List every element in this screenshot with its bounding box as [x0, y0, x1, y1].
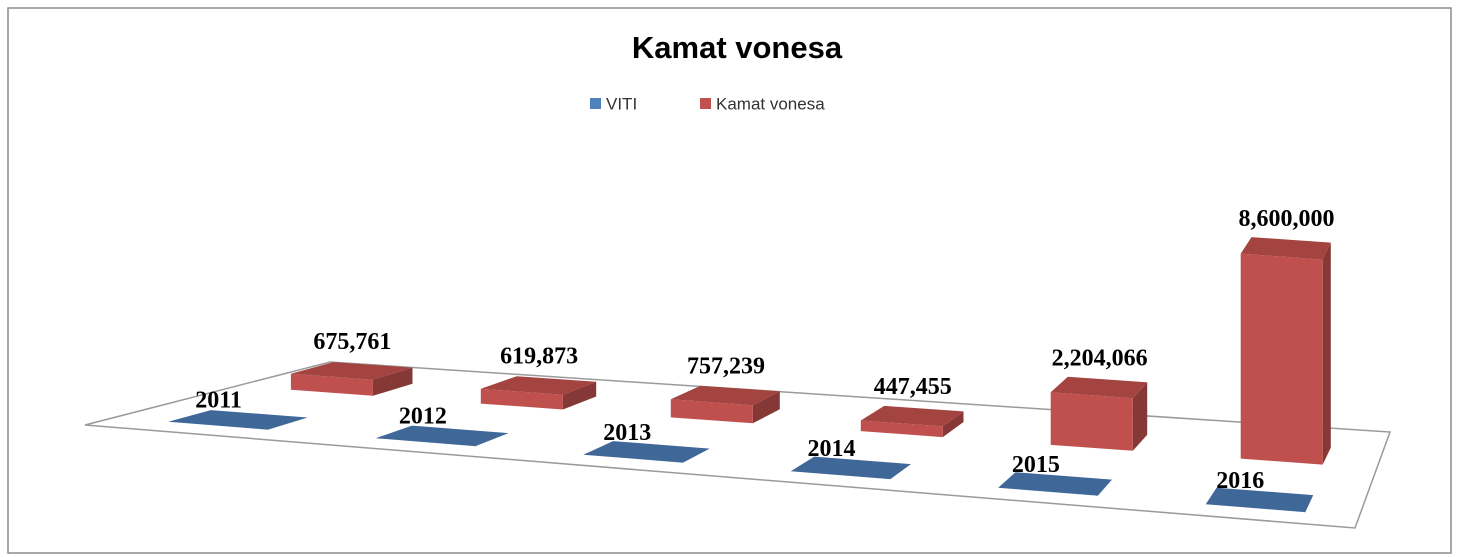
data-label: 2012: [399, 404, 447, 430]
data-label: 675,761: [313, 329, 391, 355]
bar-front: [860, 420, 943, 438]
bar-top: [998, 472, 1112, 496]
data-label: 2015: [1012, 452, 1060, 478]
legend-swatch: [590, 98, 601, 109]
bar-side: [267, 417, 308, 430]
bar-top: [860, 405, 964, 427]
bar: [290, 362, 413, 396]
bar: [1050, 376, 1148, 451]
bar-side: [752, 391, 780, 424]
bar-top: [1240, 237, 1331, 260]
bar-side: [372, 367, 413, 396]
bar: [1205, 487, 1314, 513]
bar-front: [1240, 253, 1323, 465]
data-label: 2,204,066: [1052, 345, 1148, 371]
bar-top: [290, 362, 413, 380]
bar-top: [480, 376, 597, 395]
bar-front: [583, 454, 683, 463]
bar-front: [790, 471, 891, 480]
bar-side: [682, 448, 710, 463]
data-label: 2013: [603, 420, 651, 446]
bar-top: [1205, 487, 1314, 513]
bar-side: [562, 381, 597, 410]
bar-side: [1132, 382, 1148, 451]
legend-label: VITI: [606, 94, 637, 113]
bar-front: [480, 388, 563, 410]
data-label: 2011: [195, 388, 242, 414]
bar: [998, 472, 1112, 496]
bar: [375, 425, 509, 447]
bar-front: [998, 487, 1098, 496]
data-label: 447,455: [874, 374, 952, 400]
data-label: 2016: [1216, 468, 1264, 494]
bar-top: [790, 456, 911, 480]
bar: [583, 441, 710, 463]
data-label: 619,873: [500, 343, 578, 369]
bar-front: [1205, 504, 1306, 513]
bar-top: [1050, 376, 1148, 399]
data-label: 8,600,000: [1238, 206, 1334, 232]
bar-top: [375, 425, 509, 447]
bar-side: [475, 433, 509, 447]
bar-front: [168, 421, 268, 430]
bar-side: [942, 411, 964, 438]
bar-side: [1097, 479, 1112, 496]
bar-top: [168, 410, 308, 430]
data-label: 2014: [808, 436, 856, 462]
bar-side: [890, 464, 911, 480]
legend-label: Kamat vonesa: [716, 94, 825, 113]
data-label: 757,239: [687, 353, 765, 379]
chart-title: Kamat vonesa: [632, 30, 843, 65]
bar-front: [290, 373, 373, 396]
bar-top: [583, 441, 710, 463]
bar-top: [670, 385, 780, 406]
bar-front: [375, 438, 476, 447]
legend-swatch: [700, 98, 711, 109]
bar: [480, 376, 597, 410]
bar: [790, 456, 911, 480]
bar: [168, 410, 308, 430]
bar: [670, 385, 780, 424]
bar-side: [1322, 242, 1331, 465]
bar-front: [1050, 392, 1133, 451]
bar: [1240, 237, 1331, 465]
bar-side: [1305, 495, 1314, 513]
bar: [860, 405, 964, 438]
bar-front: [670, 399, 753, 424]
